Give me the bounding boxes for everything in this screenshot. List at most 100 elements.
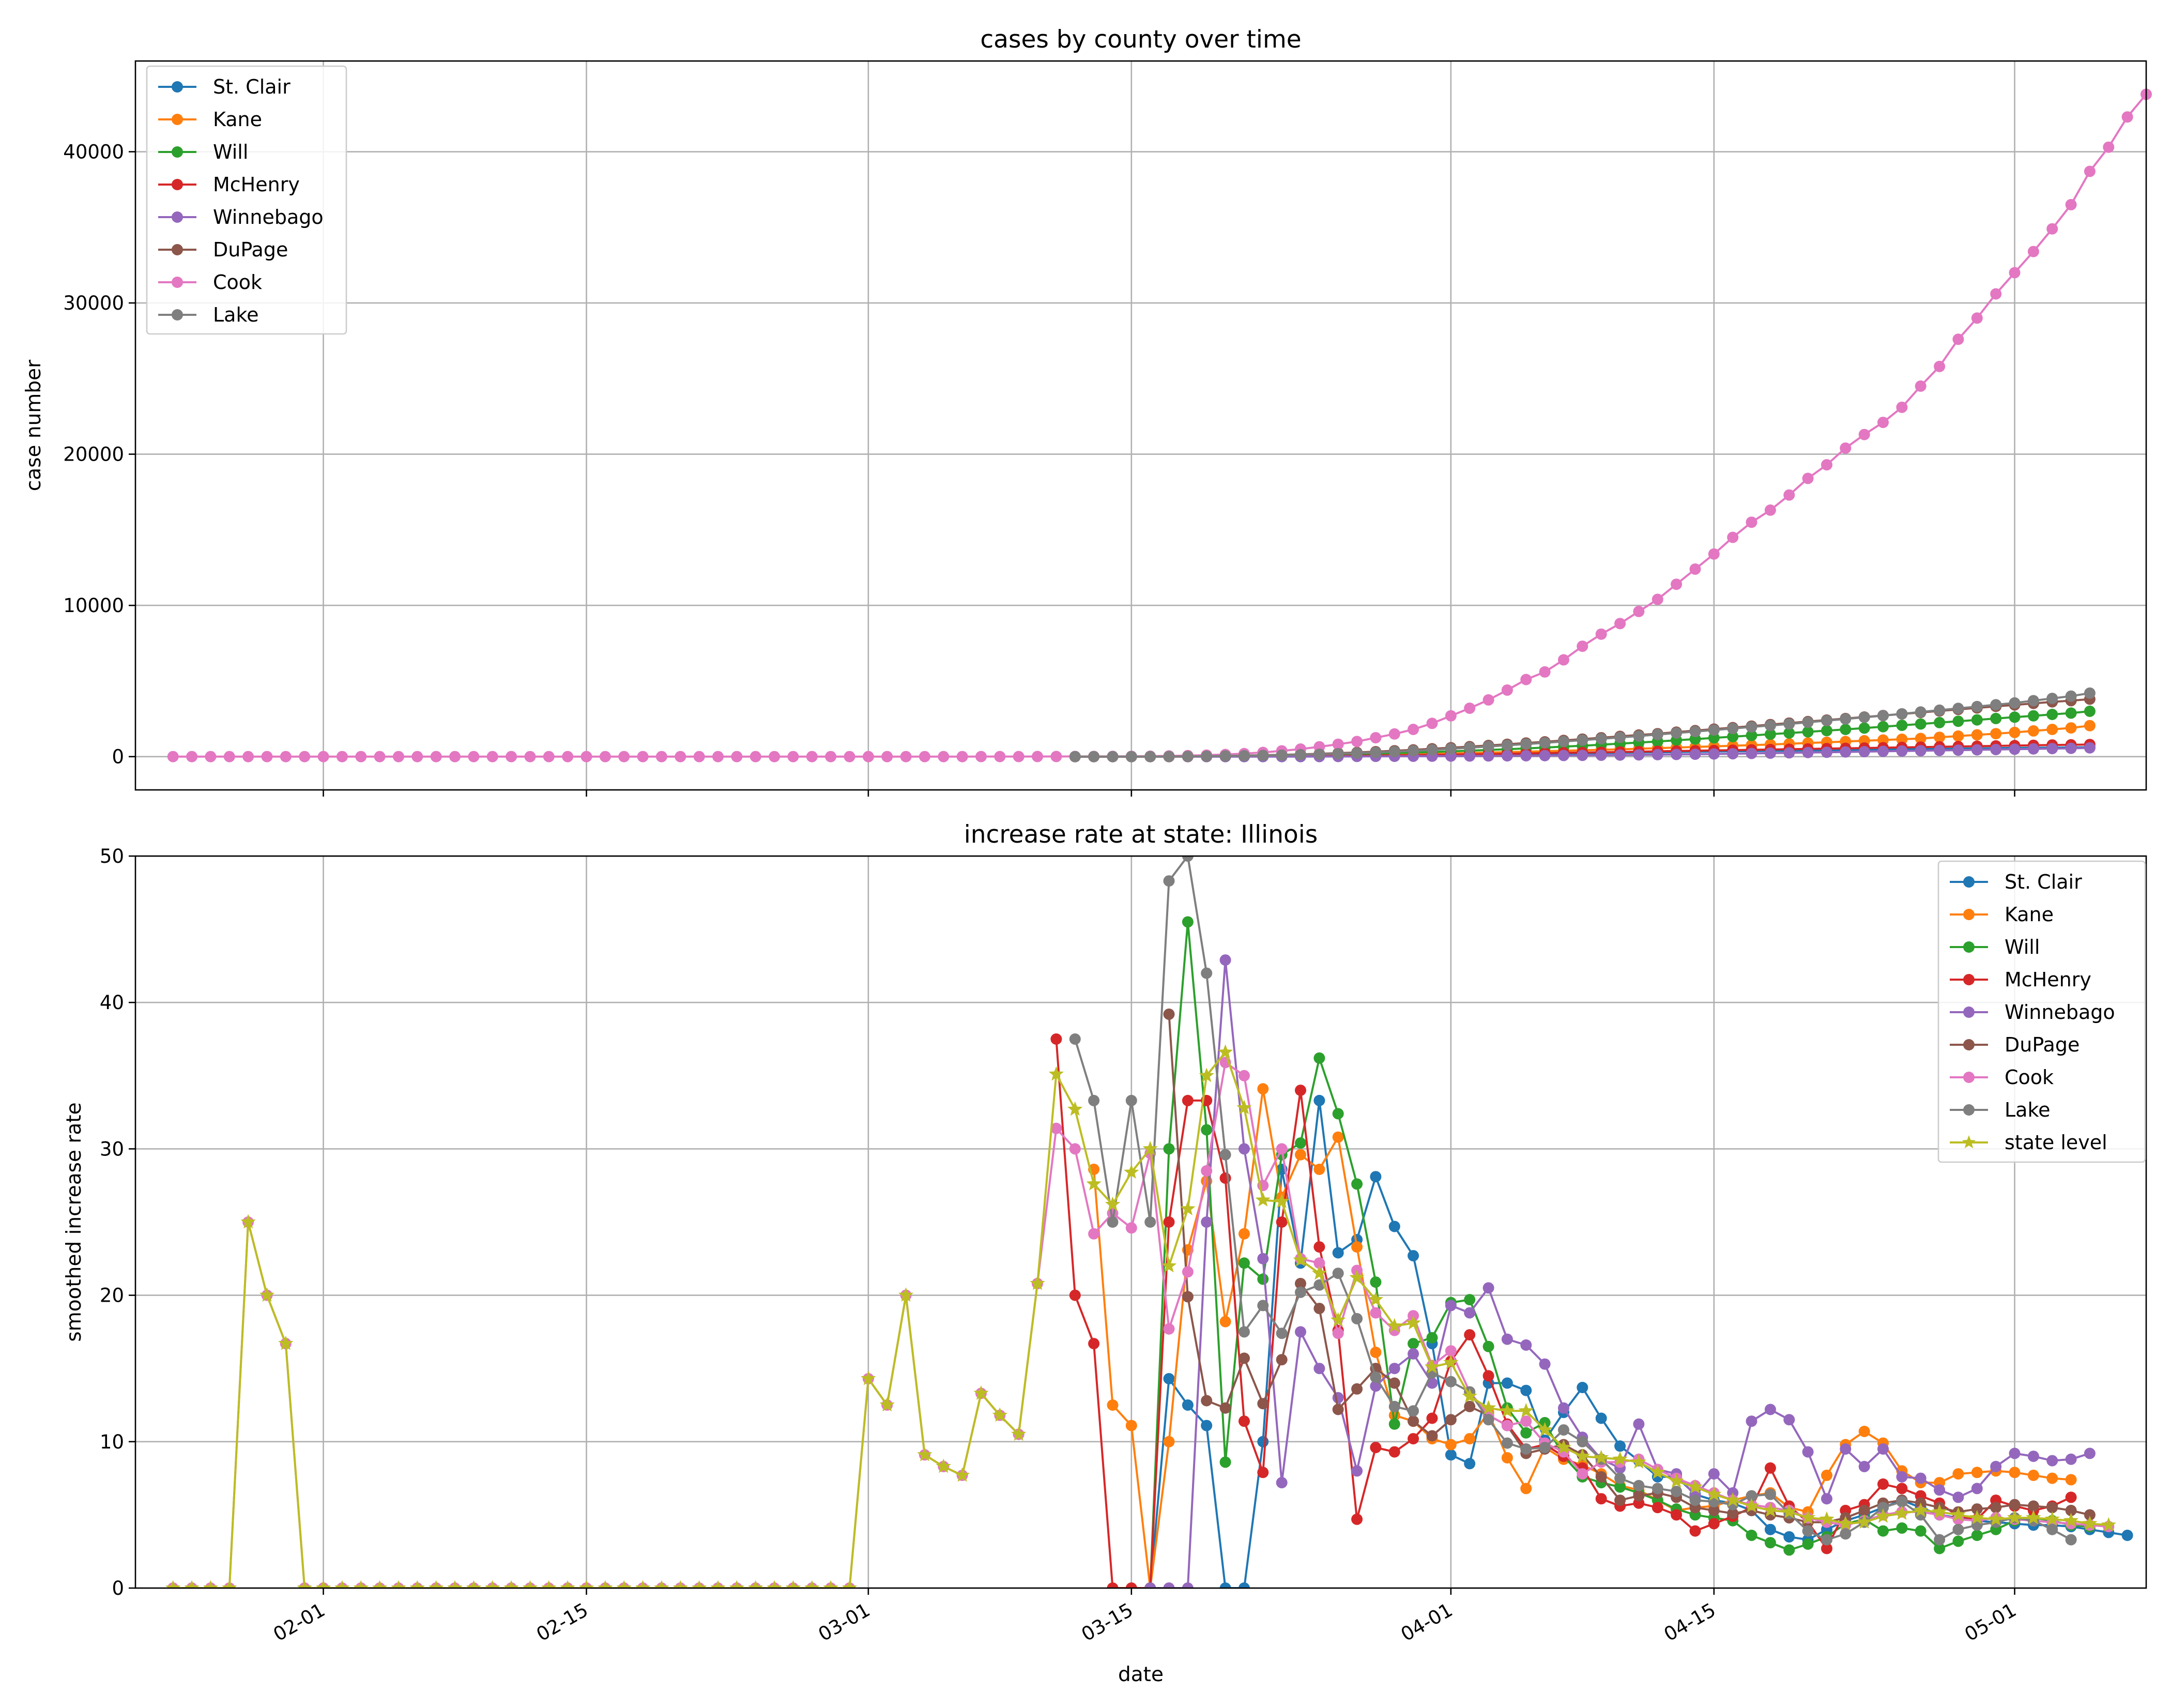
cases-legend-item-dupage: DuPage	[158, 238, 288, 261]
cases-point-winnebago	[1746, 748, 1757, 759]
cases-point-lake	[1482, 741, 1494, 752]
cases-point-cook	[1013, 751, 1025, 762]
rate-point-state-level	[710, 1580, 726, 1588]
rate-legend-marker	[1963, 1006, 1975, 1018]
cases-point-lake	[1934, 704, 1946, 716]
rate-point-state-level	[1763, 1502, 1778, 1517]
cases-point-lake	[1764, 720, 1776, 731]
rate-point-lake	[1295, 1286, 1306, 1298]
cases-legend-item-will: Will	[158, 141, 248, 163]
cases-point-will	[1952, 715, 1964, 727]
rate-point-state-level	[2007, 1509, 2023, 1524]
rate-point-will	[1934, 1543, 1946, 1554]
rate-legend-label: state level	[2005, 1131, 2107, 1154]
cases-point-cook	[712, 751, 724, 762]
rate-point-dupage	[1708, 1504, 1720, 1516]
cases-point-cook	[787, 751, 799, 762]
cases-point-lake	[1595, 733, 1607, 745]
rate-point-will	[1351, 1178, 1363, 1190]
rate-point-winnebago	[1445, 1300, 1457, 1311]
rate-legend-label: McHenry	[2005, 968, 2091, 991]
cases-point-winnebago	[1614, 749, 1626, 761]
rate-point-dupage	[1276, 1354, 1288, 1366]
rate-point-state-level	[1838, 1516, 1853, 1530]
rate-point-dupage	[2027, 1500, 2039, 1512]
cases-chart-title: cases by county over time	[980, 25, 1301, 54]
rate-point-dupage	[1633, 1490, 1645, 1502]
rate-point-kane	[1501, 1452, 1513, 1463]
rate-point-winnebago	[2065, 1453, 2077, 1465]
rate-point-state-level	[842, 1580, 858, 1588]
rate-point-mchenry	[1896, 1483, 1908, 1494]
rate-point-kane	[1313, 1164, 1325, 1175]
rate-point-lake	[1370, 1371, 1382, 1383]
rate-point-state-level	[1142, 1141, 1158, 1155]
cases-point-lake	[1464, 742, 1476, 754]
rate-point-mchenry	[1482, 1370, 1494, 1382]
rate-point-winnebago	[2046, 1455, 2058, 1467]
rate-point-dupage	[2065, 1504, 2077, 1516]
cases-point-will	[2046, 709, 2058, 720]
cases-point-cook	[242, 751, 254, 762]
rate-point-winnebago	[1990, 1460, 2002, 1472]
cases-point-cook	[806, 751, 818, 762]
rate-point-winnebago	[1821, 1493, 1832, 1505]
cases-point-cook	[1915, 380, 1927, 392]
rate-legend-label: Kane	[2005, 903, 2054, 926]
rate-point-state-level	[578, 1580, 594, 1588]
rate-point-mchenry	[1877, 1478, 1889, 1490]
cases-point-lake	[1689, 726, 1701, 738]
cases-point-lake	[1445, 743, 1457, 755]
rate-point-winnebago	[1388, 1363, 1400, 1375]
rate-point-kane	[2046, 1472, 2058, 1484]
cases-point-lake	[1107, 751, 1119, 762]
rate-point-lake	[1239, 1326, 1250, 1338]
rate-legend: St. Clair Kane Will McHenry Winnebago DuPage C…	[1937, 860, 2146, 1163]
rate-point-lake	[1201, 967, 1213, 979]
cases-point-winnebago	[1577, 750, 1588, 761]
cases-y-tick-label: 0	[112, 746, 124, 768]
rate-point-will	[1520, 1427, 1532, 1439]
cases-legend-item-kane: Kane	[158, 108, 262, 131]
rate-point-state-level	[973, 1385, 989, 1400]
cases-point-kane	[2065, 722, 2077, 734]
rate-legend-item-lake: Lake	[1950, 1099, 2051, 1121]
rate-legend-label: Lake	[2005, 1099, 2051, 1121]
rate-point-state-level	[992, 1407, 1008, 1422]
rate-point-state-level	[1556, 1439, 1571, 1454]
cases-point-cook	[1501, 684, 1513, 696]
cases-point-cook	[1821, 459, 1832, 471]
rate-point-state-level	[1199, 1068, 1214, 1082]
rate-point-st-clair	[1219, 1582, 1231, 1588]
rate-point-st-clair	[1783, 1531, 1795, 1543]
cases-point-cook	[543, 751, 555, 762]
cases-point-cook	[1351, 736, 1363, 748]
rate-point-cook	[1201, 1165, 1213, 1177]
rate-point-state-level	[240, 1214, 256, 1229]
cases-point-lake	[1163, 751, 1175, 762]
rate-point-state-level	[1650, 1464, 1665, 1479]
cases-point-cook	[1764, 504, 1776, 516]
cases-point-lake	[1257, 750, 1269, 761]
cases-point-winnebago	[1802, 746, 1814, 758]
rate-point-state-level	[522, 1580, 538, 1588]
cases-plot-frame	[134, 60, 2147, 791]
rate-point-state-level	[315, 1580, 331, 1588]
cases-point-lake	[1727, 723, 1739, 735]
cases-point-cook	[1388, 728, 1400, 740]
cases-point-lake	[1520, 738, 1532, 750]
cases-point-winnebago	[1520, 750, 1532, 761]
cases-point-cook	[1595, 628, 1607, 640]
rate-point-winnebago	[1313, 1363, 1325, 1375]
cases-legend-item-mchenry: McHenry	[158, 173, 300, 196]
cases-point-winnebago	[1708, 748, 1720, 760]
rate-point-state-level	[1744, 1498, 1760, 1513]
cases-legend-label: Kane	[213, 108, 262, 131]
cases-point-cook	[1577, 640, 1588, 652]
rate-point-lake	[1408, 1405, 1419, 1417]
rate-point-state-level	[1067, 1101, 1083, 1116]
cases-legend-marker	[172, 277, 183, 288]
rate-point-lake	[1257, 1300, 1269, 1311]
rate-legend-item-state-level: state level	[1950, 1131, 2107, 1154]
cases-legend-marker	[172, 114, 183, 125]
